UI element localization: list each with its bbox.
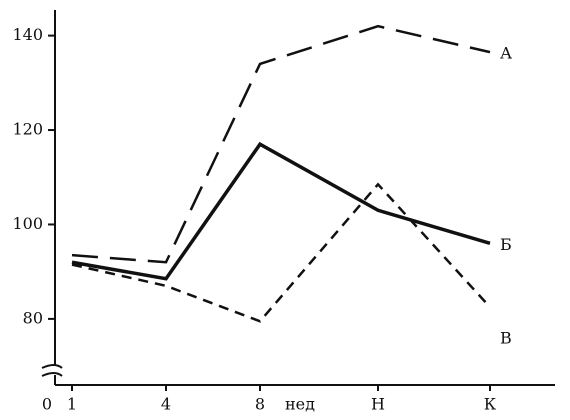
- x-tick-label: 8: [255, 395, 265, 414]
- series-line: [71, 141, 491, 281]
- series-line: [71, 182, 491, 323]
- axis-break: [41, 364, 63, 377]
- origin-label: 0: [42, 395, 52, 414]
- x-tick-label: 1: [67, 395, 77, 414]
- series-line: [71, 24, 491, 264]
- y-tick-label: 120: [12, 120, 43, 139]
- series-label: Б: [500, 235, 512, 254]
- y-tick-label: 140: [12, 25, 43, 44]
- x-tick-label: 4: [161, 395, 171, 414]
- x-tick-label: К: [484, 395, 497, 414]
- series-label: В: [500, 329, 512, 348]
- y-tick-label: 80: [23, 308, 43, 327]
- series-label: А: [500, 44, 512, 63]
- y-tick-label: 100: [12, 214, 43, 233]
- x-tick-label: Н: [371, 395, 385, 414]
- x-unit-label: нед: [285, 395, 315, 414]
